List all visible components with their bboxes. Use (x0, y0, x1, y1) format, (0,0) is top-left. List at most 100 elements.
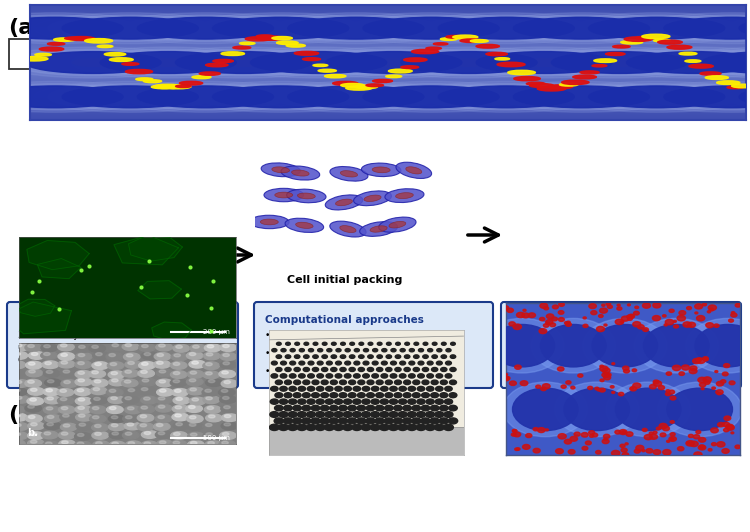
Circle shape (438, 86, 574, 107)
Circle shape (544, 323, 549, 327)
Circle shape (112, 379, 118, 382)
Circle shape (190, 371, 196, 374)
Circle shape (157, 361, 164, 364)
Circle shape (92, 371, 98, 374)
Circle shape (304, 342, 309, 345)
Circle shape (650, 385, 656, 389)
Circle shape (505, 373, 508, 376)
Circle shape (187, 415, 203, 423)
Circle shape (582, 446, 588, 450)
Circle shape (34, 81, 227, 112)
Circle shape (421, 418, 430, 424)
Circle shape (270, 412, 279, 418)
Circle shape (394, 380, 401, 385)
Circle shape (11, 370, 18, 373)
Circle shape (154, 353, 171, 360)
Circle shape (141, 406, 148, 409)
Circle shape (12, 362, 19, 365)
Circle shape (430, 405, 439, 411)
Circle shape (352, 412, 362, 418)
Circle shape (718, 393, 721, 395)
Circle shape (566, 322, 572, 326)
Circle shape (173, 371, 180, 375)
Circle shape (634, 311, 639, 315)
Circle shape (710, 308, 714, 311)
Circle shape (108, 371, 124, 379)
Circle shape (380, 412, 388, 418)
Circle shape (390, 374, 397, 378)
Circle shape (422, 380, 429, 385)
Circle shape (141, 441, 158, 449)
Circle shape (642, 450, 645, 452)
Circle shape (110, 58, 134, 62)
Circle shape (239, 42, 255, 45)
Circle shape (578, 374, 583, 377)
Ellipse shape (286, 189, 326, 203)
Circle shape (528, 313, 536, 318)
Circle shape (39, 47, 64, 51)
Circle shape (104, 53, 126, 56)
Circle shape (685, 60, 701, 62)
Circle shape (326, 374, 333, 378)
Circle shape (157, 423, 163, 427)
Circle shape (192, 398, 199, 401)
Circle shape (140, 424, 146, 427)
Circle shape (20, 56, 48, 61)
FancyBboxPatch shape (501, 302, 741, 388)
Circle shape (320, 418, 329, 424)
Circle shape (106, 353, 122, 360)
Circle shape (44, 414, 61, 422)
Circle shape (157, 388, 173, 396)
Circle shape (385, 405, 393, 411)
Circle shape (363, 18, 500, 39)
Circle shape (386, 355, 392, 359)
Circle shape (322, 355, 328, 359)
FancyBboxPatch shape (268, 427, 464, 455)
Circle shape (653, 381, 662, 386)
Circle shape (79, 414, 85, 417)
Circle shape (354, 361, 360, 365)
Circle shape (176, 423, 182, 426)
Circle shape (561, 385, 566, 388)
Circle shape (74, 441, 91, 449)
Circle shape (176, 52, 311, 73)
Circle shape (298, 386, 305, 391)
Circle shape (450, 368, 456, 371)
Circle shape (284, 418, 292, 424)
Circle shape (47, 43, 64, 45)
Circle shape (75, 361, 92, 369)
Circle shape (78, 362, 84, 364)
Circle shape (112, 344, 118, 347)
Circle shape (189, 353, 196, 355)
Circle shape (705, 76, 728, 79)
Circle shape (209, 415, 215, 418)
Circle shape (610, 386, 614, 388)
Circle shape (315, 424, 325, 430)
Circle shape (453, 35, 478, 39)
Circle shape (156, 343, 172, 351)
Circle shape (10, 388, 27, 396)
Circle shape (0, 13, 152, 44)
Circle shape (368, 355, 374, 359)
Circle shape (444, 412, 453, 418)
Circle shape (386, 342, 392, 345)
Circle shape (602, 304, 605, 306)
Circle shape (62, 18, 198, 39)
Circle shape (127, 423, 134, 426)
Circle shape (316, 386, 324, 391)
Circle shape (358, 355, 364, 359)
Circle shape (92, 345, 98, 348)
Circle shape (124, 353, 140, 361)
Circle shape (727, 86, 744, 89)
Circle shape (412, 418, 421, 424)
Circle shape (223, 354, 230, 356)
Circle shape (422, 405, 430, 411)
Ellipse shape (292, 170, 309, 176)
Circle shape (700, 383, 706, 387)
Circle shape (398, 399, 406, 404)
Circle shape (112, 442, 118, 445)
Circle shape (658, 386, 664, 389)
Circle shape (200, 72, 220, 76)
Circle shape (0, 47, 190, 78)
Circle shape (277, 41, 298, 45)
